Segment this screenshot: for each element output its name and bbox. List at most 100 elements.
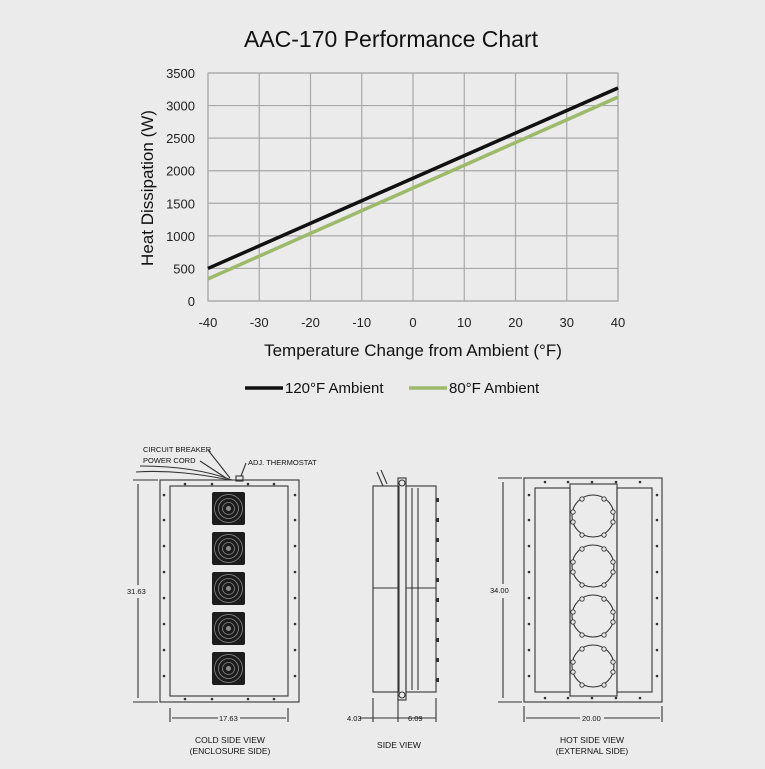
chart-title: AAC-170 Performance Chart	[243, 26, 538, 52]
stud	[436, 638, 439, 642]
mount-hole	[527, 648, 531, 652]
stud	[436, 538, 439, 542]
mount-hole	[590, 480, 594, 484]
hot-fan-icon	[570, 494, 616, 538]
cold-side-view: 31.63 17.63 CIRCUIT BREAKER POWER CORD A…	[127, 445, 317, 756]
mount-hole	[655, 570, 659, 574]
hot-flange-outline	[523, 477, 663, 703]
stud	[436, 578, 439, 582]
mount-hole	[162, 493, 166, 497]
fan-icon	[212, 492, 245, 525]
mount-hole	[293, 622, 297, 626]
hot-width-dimension: 20.00	[582, 714, 601, 723]
stud	[436, 678, 439, 682]
cold-height-dimension: 31.63	[127, 587, 146, 596]
fan-icon	[212, 572, 245, 605]
mount-hole	[162, 544, 166, 548]
mount-hole	[527, 674, 531, 678]
mount-hole	[162, 622, 166, 626]
y-tick-label: 3500	[166, 66, 195, 81]
mount-hole	[638, 696, 642, 700]
hot-fan-icon	[570, 594, 616, 638]
hot-right-fin	[616, 487, 653, 693]
mount-hole	[162, 570, 166, 574]
mount-hole	[655, 544, 659, 548]
mount-hole	[543, 480, 547, 484]
mount-hole	[655, 596, 659, 600]
mount-hole	[162, 674, 166, 678]
mount-hole	[614, 696, 618, 700]
y-tick-label: 3000	[166, 99, 195, 114]
y-tick-label: 1500	[166, 196, 195, 211]
y-tick-label: 500	[173, 261, 195, 276]
hot-fan-icon	[570, 644, 616, 688]
mount-hole	[655, 674, 659, 678]
x-tick-label: 0	[409, 315, 416, 330]
mount-hole	[293, 596, 297, 600]
mount-hole	[638, 480, 642, 484]
mount-hole	[293, 674, 297, 678]
mount-hole	[210, 482, 214, 486]
stud	[436, 658, 439, 662]
mount-hole	[543, 696, 547, 700]
mount-hole	[183, 697, 187, 701]
y-tick-label: 2500	[166, 131, 195, 146]
x-tick-label: -20	[301, 315, 320, 330]
mount-hole	[210, 697, 214, 701]
y-axis-label: Heat Dissipation (W)	[138, 110, 157, 266]
fan-icon	[212, 612, 245, 645]
mount-hole	[293, 493, 297, 497]
fan-icon	[212, 532, 245, 565]
mount-hole	[293, 570, 297, 574]
mount-hole	[162, 596, 166, 600]
x-tick-label: 20	[508, 315, 522, 330]
hot-fan-icon	[570, 544, 616, 588]
mount-hole	[246, 482, 250, 486]
mount-hole	[614, 480, 618, 484]
mount-hole	[655, 622, 659, 626]
side-view-title: SIDE VIEW	[377, 740, 421, 750]
mount-hole	[566, 696, 570, 700]
y-tick-label: 1000	[166, 229, 195, 244]
hot-view-title: HOT SIDE VIEW	[560, 735, 624, 745]
legend-label: 120°F Ambient	[285, 380, 384, 397]
series-line	[207, 95, 619, 281]
mount-hole	[590, 696, 594, 700]
hot-side-view: 34.00 20.00 HOT SIDE VIEW (EXTERNAL SIDE…	[490, 477, 663, 756]
stud	[436, 558, 439, 562]
mount-hole	[293, 544, 297, 548]
hot-view-subtitle: (EXTERNAL SIDE)	[556, 746, 629, 756]
legend-label: 80°F Ambient	[449, 380, 540, 397]
side-depth-dimension-2: 6.09	[408, 714, 423, 723]
mount-hole	[293, 648, 297, 652]
hot-left-fin	[534, 487, 571, 693]
circuit-breaker-label: CIRCUIT BREAKER	[143, 445, 212, 454]
x-tick-label: 10	[457, 315, 471, 330]
stud	[436, 598, 439, 602]
cold-view-title: COLD SIDE VIEW	[195, 735, 265, 745]
cold-width-dimension: 17.63	[219, 714, 238, 723]
mount-hole	[655, 493, 659, 497]
x-tick-label: 30	[560, 315, 574, 330]
x-tick-label: -10	[352, 315, 371, 330]
cold-view-subtitle: (ENCLOSURE SIDE)	[190, 746, 271, 756]
x-axis-label: Temperature Change from Ambient (°F)	[264, 341, 562, 360]
side-body-left	[372, 485, 400, 693]
mount-hole	[162, 648, 166, 652]
stud	[436, 518, 439, 522]
hot-center-channel	[569, 483, 618, 697]
stud	[436, 618, 439, 622]
side-depth-dimension-1: 4.03	[347, 714, 362, 723]
mount-hole	[162, 518, 166, 522]
mount-hole	[527, 596, 531, 600]
x-tick-label: -40	[199, 315, 218, 330]
thermostat-label: ADJ. THERMOSTAT	[248, 458, 317, 467]
y-tick-label: 2000	[166, 164, 195, 179]
hot-height-dimension: 34.00	[490, 586, 509, 595]
mount-hole	[527, 544, 531, 548]
power-cord-label: POWER CORD	[143, 456, 196, 465]
side-view: 4.03 6.09 SIDE VIEW	[347, 469, 439, 750]
mount-hole	[566, 480, 570, 484]
x-tick-label: -30	[250, 315, 269, 330]
